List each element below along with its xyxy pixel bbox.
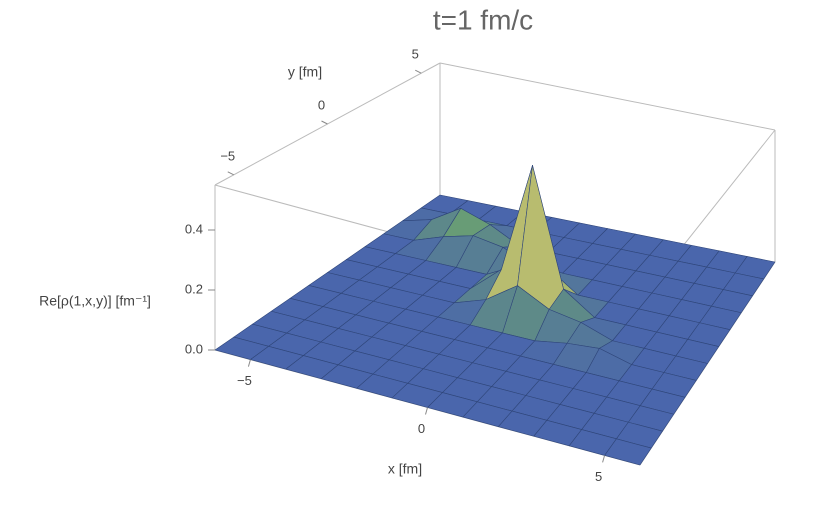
x-tick-label: 5 [595, 469, 602, 484]
x-tick [602, 455, 606, 463]
y-tick [321, 120, 328, 125]
x-tick [425, 407, 428, 415]
y-tick [227, 171, 234, 176]
z-tick-label: 0.4 [185, 221, 203, 236]
x-tick-label: 0 [418, 421, 425, 436]
x-tick-label: −5 [237, 373, 252, 388]
y-axis-label: y [fm] [288, 64, 322, 80]
x-axis-label: x [fm] [388, 461, 422, 477]
y-tick-label: 0 [318, 97, 325, 112]
z-tick-label: 0.2 [185, 281, 203, 296]
z-axis-label: Re[ρ(1,x,y)] [fm⁻¹] [39, 293, 151, 309]
y-tick-label: −5 [220, 148, 235, 163]
y-tick-label: 5 [412, 47, 419, 62]
x-tick [247, 359, 251, 367]
y-tick [415, 69, 422, 74]
surface-cell [604, 438, 652, 466]
z-tick-label: 0.0 [185, 341, 203, 356]
chart-title: t=1 fm/c [433, 4, 533, 35]
box-edge [439, 62, 776, 131]
